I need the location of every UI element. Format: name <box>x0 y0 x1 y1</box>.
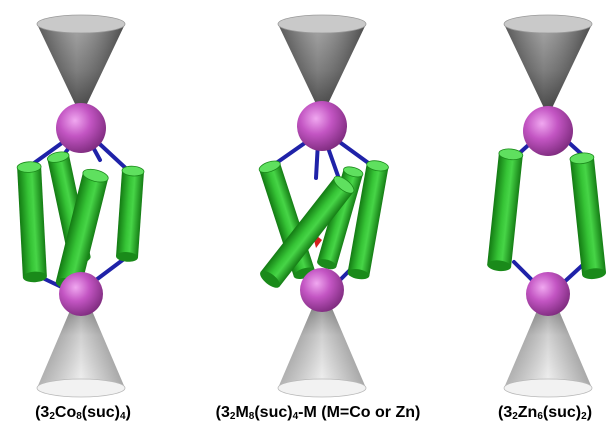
ligand-rod <box>116 165 145 262</box>
caption-subscript: 2 <box>512 411 518 422</box>
caption-subscript: 8 <box>248 411 255 422</box>
caption-subscript: 4 <box>292 411 299 422</box>
caption-subscript: 2 <box>49 411 55 422</box>
structure-caption-1: (32Co8(suc)4) <box>35 404 131 422</box>
caption-text: -M (M=Co or Zn) <box>298 404 421 421</box>
caption-text: (suc) <box>81 404 121 421</box>
caption-subscript: 2 <box>581 411 587 422</box>
top-cone <box>503 14 593 108</box>
bottom-cone <box>503 292 593 398</box>
metal-node-top <box>297 101 347 151</box>
caption-text: (suc) <box>542 404 582 421</box>
ligand-rod <box>487 148 524 272</box>
caption-subscript: 4 <box>120 411 126 422</box>
caption-subscript: 2 <box>229 411 236 422</box>
ligand-rod <box>347 160 389 280</box>
metal-node-bottom <box>59 272 103 316</box>
bottom-cone <box>277 292 367 398</box>
caption-text: (3 <box>497 404 513 421</box>
caption-text: (3 <box>215 404 230 421</box>
metal-node-bottom <box>300 268 344 312</box>
metal-node-top <box>56 103 106 153</box>
structure-2 <box>258 14 389 398</box>
caption-text: ) <box>586 404 593 421</box>
bottom-cone <box>36 292 126 398</box>
caption-text: (suc) <box>254 404 293 421</box>
caption-text: M <box>235 404 249 421</box>
ligand-rod <box>16 161 47 283</box>
top-cone <box>277 14 367 108</box>
caption-text: ) <box>125 404 131 421</box>
metal-node-bottom <box>526 272 570 316</box>
caption-subscript: 8 <box>76 411 82 422</box>
structure-3 <box>487 14 607 398</box>
top-cone <box>36 14 126 108</box>
metal-node-top <box>523 106 573 156</box>
caption-text: Co <box>54 404 77 421</box>
caption-text: Zn <box>517 404 538 421</box>
structure-caption-2: (32M8(suc)4-M (M=Co or Zn) <box>216 404 421 422</box>
structure-caption-3: (32Zn6(suc)2) <box>498 404 592 422</box>
caption-text: (3 <box>35 404 50 421</box>
ligand-rod <box>569 152 607 280</box>
structure-1 <box>16 14 145 398</box>
ligand-rod <box>260 175 355 288</box>
caption-subscript: 6 <box>537 411 543 422</box>
